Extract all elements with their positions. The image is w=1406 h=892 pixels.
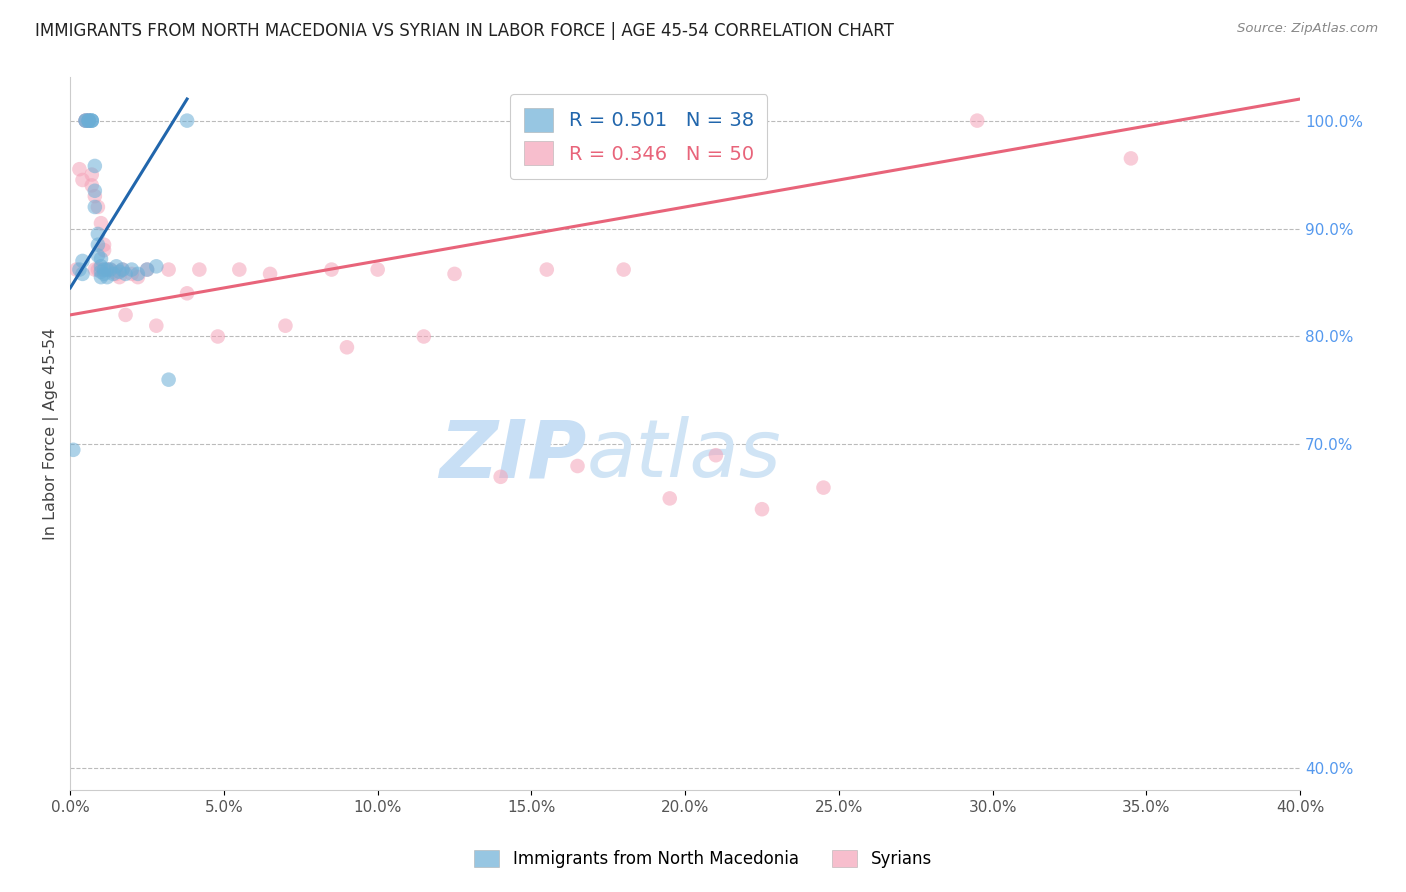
- Point: [105, 260, 128, 274]
- Point: [121, 262, 143, 277]
- Point: [136, 262, 159, 277]
- Point: [77, 113, 100, 128]
- Point: [72, 254, 94, 268]
- Point: [336, 340, 359, 354]
- Point: [443, 267, 465, 281]
- Point: [567, 458, 589, 473]
- Point: [87, 262, 110, 277]
- Point: [813, 481, 835, 495]
- Point: [103, 267, 125, 281]
- Point: [65, 262, 87, 277]
- Point: [80, 168, 103, 182]
- Point: [157, 373, 180, 387]
- Point: [77, 113, 100, 128]
- Point: [77, 113, 100, 128]
- Text: Source: ZipAtlas.com: Source: ZipAtlas.com: [1237, 22, 1378, 36]
- Point: [966, 113, 988, 128]
- Point: [176, 113, 198, 128]
- Y-axis label: In Labor Force | Age 45-54: In Labor Force | Age 45-54: [44, 327, 59, 540]
- Point: [367, 262, 389, 277]
- Point: [321, 262, 343, 277]
- Point: [93, 243, 115, 257]
- Point: [613, 262, 636, 277]
- Point: [83, 159, 105, 173]
- Point: [83, 189, 105, 203]
- Point: [108, 265, 131, 279]
- Point: [111, 262, 134, 277]
- Point: [105, 267, 128, 281]
- Point: [90, 265, 112, 279]
- Point: [188, 262, 211, 277]
- Point: [98, 262, 121, 277]
- Point: [77, 113, 100, 128]
- Point: [75, 113, 97, 128]
- Point: [72, 267, 94, 281]
- Point: [114, 308, 136, 322]
- Point: [80, 178, 103, 193]
- Point: [62, 442, 84, 457]
- Legend: Immigrants from North Macedonia, Syrians: Immigrants from North Macedonia, Syrians: [468, 843, 938, 875]
- Point: [145, 318, 167, 333]
- Point: [80, 113, 103, 128]
- Point: [87, 227, 110, 241]
- Point: [1119, 152, 1142, 166]
- Point: [127, 270, 149, 285]
- Point: [98, 262, 121, 277]
- Point: [77, 113, 100, 128]
- Point: [80, 113, 103, 128]
- Point: [176, 286, 198, 301]
- Point: [69, 262, 91, 277]
- Point: [87, 237, 110, 252]
- Point: [75, 113, 97, 128]
- Point: [90, 270, 112, 285]
- Point: [136, 262, 159, 277]
- Point: [111, 262, 134, 277]
- Point: [412, 329, 434, 343]
- Point: [87, 248, 110, 262]
- Point: [121, 267, 143, 281]
- Point: [108, 270, 131, 285]
- Point: [83, 262, 105, 277]
- Point: [83, 200, 105, 214]
- Text: IMMIGRANTS FROM NORTH MACEDONIA VS SYRIAN IN LABOR FORCE | AGE 45-54 CORRELATION: IMMIGRANTS FROM NORTH MACEDONIA VS SYRIA…: [35, 22, 894, 40]
- Point: [80, 113, 103, 128]
- Point: [157, 262, 180, 277]
- Point: [72, 173, 94, 187]
- Point: [259, 267, 281, 281]
- Point: [96, 262, 118, 277]
- Point: [536, 262, 558, 277]
- Point: [87, 200, 110, 214]
- Point: [90, 262, 112, 277]
- Point: [489, 470, 512, 484]
- Point: [93, 267, 115, 281]
- Point: [145, 260, 167, 274]
- Point: [207, 329, 229, 343]
- Point: [114, 267, 136, 281]
- Point: [103, 265, 125, 279]
- Point: [228, 262, 250, 277]
- Point: [274, 318, 297, 333]
- Point: [96, 262, 118, 277]
- Point: [75, 113, 97, 128]
- Legend: R = 0.501   N = 38, R = 0.346   N = 50: R = 0.501 N = 38, R = 0.346 N = 50: [510, 95, 768, 178]
- Point: [96, 270, 118, 285]
- Text: ZIP: ZIP: [439, 416, 586, 494]
- Point: [93, 262, 115, 277]
- Point: [83, 184, 105, 198]
- Point: [90, 216, 112, 230]
- Point: [90, 252, 112, 266]
- Point: [93, 237, 115, 252]
- Text: atlas: atlas: [586, 416, 782, 494]
- Point: [658, 491, 681, 506]
- Point: [127, 267, 149, 281]
- Point: [75, 113, 97, 128]
- Point: [751, 502, 773, 516]
- Point: [704, 448, 727, 462]
- Point: [69, 162, 91, 177]
- Point: [90, 260, 112, 274]
